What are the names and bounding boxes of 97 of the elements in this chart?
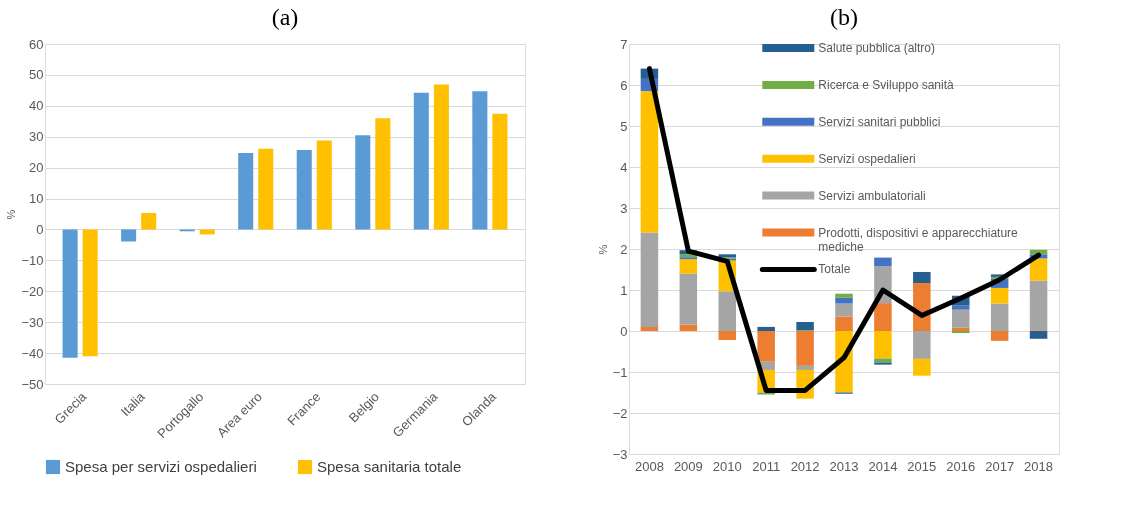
chart-title: (b) [830,4,858,30]
bar [679,324,698,331]
y-tick-label: 0 [620,323,628,339]
bar [951,305,970,310]
bar [835,297,853,304]
bar [874,362,892,365]
bar [62,229,78,358]
x-tick-label: 2009 [673,458,703,474]
bar [796,321,814,331]
legend-label: Salute pubblica (altro) [818,41,936,55]
y-tick-label: −10 [21,252,44,268]
y-tick-label: −40 [21,345,44,361]
bar [199,229,215,235]
y-tick-label: 60 [29,36,44,52]
bar [835,316,853,331]
bar [640,91,659,233]
bar [141,213,157,230]
bar [990,287,1009,304]
legend-label: Servizi sanitari pubblici [818,114,941,129]
bar [757,331,775,362]
x-tick-label: 2012 [790,458,820,474]
bar [874,303,892,331]
y-tick-label: 3 [620,200,628,216]
bar [990,331,1009,341]
x-tick-label: 2008 [634,458,664,474]
bar [718,331,737,341]
bar [796,365,814,370]
legend-label: Spesa per servizi ospedalieri [65,458,257,475]
chart-title: (a) [271,4,299,30]
x-tick-label: 2013 [829,458,859,474]
y-tick-label: 6 [620,77,628,93]
y-tick-label: 50 [29,67,44,83]
y-tick-label: 4 [620,159,628,175]
y-tick-label: −2 [612,405,628,421]
bar [375,118,391,230]
bar [472,91,488,230]
y-tick-label: 30 [29,129,44,145]
bar [679,259,698,274]
bar [874,331,892,359]
bar [296,150,312,230]
bar [355,135,371,230]
y-tick-label: −30 [21,314,44,330]
x-tick-label: 2018 [1024,458,1054,474]
legend-label: Spesa sanitaria totale [317,458,462,475]
y-tick-label: −20 [21,283,44,299]
bar [433,84,449,230]
y-tick-label: 1 [620,282,628,298]
bar [1029,258,1048,281]
bar [413,92,429,230]
bar [835,293,853,298]
legend-label: Ricerca e Sviluppo sanità [818,77,955,92]
bar [238,153,254,230]
x-tick-label: 2014 [868,458,898,474]
y-tick-label: 7 [620,36,628,52]
legend-label: Totale [818,262,851,277]
bar [874,257,892,267]
y-tick-label: −50 [21,376,44,392]
bar [835,303,853,317]
y-tick-label: 0 [36,221,44,237]
bar [913,358,931,376]
y-tick-label: 40 [29,98,44,114]
bar [1029,331,1048,339]
x-tick-label: 2011 [752,458,781,474]
y-tick-label: 20 [29,160,44,176]
bar [316,140,332,230]
bar [951,331,970,334]
bar [492,113,508,230]
bar [757,326,775,331]
bar [951,309,970,328]
bar [796,331,814,366]
legend-label: Servizi ambulatoriali [818,188,926,203]
bar [640,232,659,327]
y-tick-label: −1 [612,364,628,380]
x-tick-label: 2017 [985,458,1015,474]
bar [874,358,892,363]
bar [990,303,1009,331]
y-tick-label: 10 [29,191,44,207]
legend-label: Servizi ospedalieri [818,151,916,166]
bar [913,271,931,284]
bar [718,291,737,331]
x-tick-label: 2015 [907,458,937,474]
bar [1029,280,1048,331]
y-tick-label: −3 [612,446,628,462]
x-tick-label: 2010 [712,458,742,474]
bar [82,229,98,357]
bar [121,229,137,242]
bar [258,148,274,230]
y-axis-title: % [596,244,609,255]
x-tick-label: 2016 [946,458,976,474]
y-tick-label: 5 [620,118,628,134]
x-tick-label: Italia [117,388,149,420]
bar [679,273,698,325]
y-tick-label: 2 [620,241,628,257]
bar [913,331,931,359]
legend-label: Prodotti, dispositivi e apparecchiature mediche [818,225,1019,254]
y-axis-title: % [5,209,18,220]
bar [640,326,659,331]
